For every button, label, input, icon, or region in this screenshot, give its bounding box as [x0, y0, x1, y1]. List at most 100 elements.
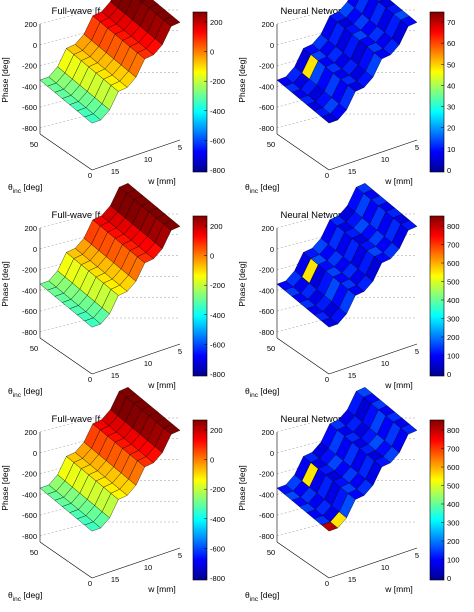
phase-tick-label: -600	[22, 307, 37, 316]
gridline	[276, 234, 330, 250]
phase-tick-label: -800	[259, 328, 274, 337]
phase-tick-label: 200	[24, 224, 37, 233]
colorbar	[429, 11, 445, 173]
w-tick-label: 15	[348, 575, 356, 584]
phase-tick-label: 200	[24, 428, 37, 437]
colorbar-tick-label: 800	[447, 222, 460, 231]
theta-tick-label: 50	[30, 344, 38, 353]
phase-tick-label: -400	[22, 286, 37, 295]
w-tick-label: 15	[348, 371, 356, 380]
panel-fullwave-1: Full-wave [f = 7.8 GHz] 200 0 -200 -400 -600 -…	[0, 183, 225, 399]
colorbar-tick-label: 100	[447, 352, 460, 361]
w-tick-label: 5	[178, 551, 182, 560]
phase-tick-label: -400	[22, 490, 37, 499]
phase-tick-label: -800	[259, 532, 274, 541]
phase-tick-label: -400	[259, 82, 274, 91]
colorbar-tick-label: 0	[447, 166, 451, 175]
gridline	[39, 113, 93, 129]
w-tick-label: 5	[178, 347, 182, 356]
theta-tick-label: 50	[267, 140, 275, 149]
colorbar-tick-label: -400	[210, 515, 225, 524]
colorbar-tick-label: 200	[210, 222, 223, 231]
colorbar-tick-label: 0	[447, 370, 451, 379]
theta-tick-label: 50	[267, 548, 275, 557]
chart-title: Neural Network (and error)	[281, 6, 394, 17]
colorbar-tick-label: 200	[210, 18, 223, 27]
colorbar-tick-label: -600	[210, 136, 225, 145]
gridline	[276, 521, 330, 537]
colorbar-tick-label: 200	[447, 333, 460, 342]
w-axis-label: w [mm]	[384, 584, 412, 594]
phase-tick-label: -400	[259, 286, 274, 295]
w-tick-label: 10	[381, 563, 389, 572]
w-tick-label: 5	[178, 143, 182, 152]
colorbar-tick-label: -200	[210, 77, 225, 86]
w-axis-label: w [mm]	[384, 380, 412, 390]
phase-axis-label: Phase [deg]	[237, 57, 247, 102]
phase-tick-label: -400	[259, 490, 274, 499]
colorbar	[192, 11, 208, 173]
gridline	[39, 9, 93, 25]
gridline	[39, 438, 93, 454]
theta-tick-label: 0	[88, 171, 92, 180]
colorbar-tick-label: 300	[447, 519, 460, 528]
phase-tick-label: -800	[22, 124, 37, 133]
gridline	[276, 30, 330, 46]
colorbar-tick-label: 400	[447, 296, 460, 305]
phase-tick-label: -600	[259, 511, 274, 520]
theta-tick-label: 0	[88, 579, 92, 588]
phase-tick-label: -600	[259, 103, 274, 112]
phase-tick-label: -200	[259, 266, 274, 275]
phase-axis-label: Phase [deg]	[0, 57, 10, 102]
surface-cell	[163, 220, 181, 231]
gridline	[276, 113, 330, 129]
colorbar-tick-label: -800	[210, 166, 225, 175]
colorbar-tick-label: 70	[447, 18, 455, 27]
w-tick-label: 15	[348, 167, 356, 176]
gridline	[39, 234, 93, 250]
phase-tick-label: -800	[22, 532, 37, 541]
phase-tick-label: 200	[261, 224, 274, 233]
chart-title: Neural Network (and error)	[281, 210, 394, 221]
w-tick-label: 10	[144, 359, 152, 368]
phase-tick-label: 0	[33, 449, 37, 458]
gridline	[39, 521, 93, 537]
colorbar-tick-label: -800	[210, 370, 225, 379]
phase-tick-label: 200	[261, 20, 274, 29]
phase-tick-label: -600	[22, 511, 37, 520]
theta-tick-label: 50	[30, 140, 38, 149]
chart-title: Full-wave [f = 7.5 GHz]	[52, 6, 149, 17]
w-axis-line	[91, 139, 181, 171]
theta-axis-line	[276, 337, 330, 375]
gridline	[39, 317, 93, 333]
w-axis-label: w [mm]	[147, 380, 175, 390]
w-axis-line	[91, 547, 181, 579]
theta-axis-label: θinc [deg]	[8, 386, 42, 399]
phase-axis-label: Phase [deg]	[237, 465, 247, 510]
w-axis-line	[328, 139, 418, 171]
colorbar-tick-label: 200	[447, 537, 460, 546]
colorbar-tick-label: 0	[210, 48, 214, 57]
colorbar-tick-label: 500	[447, 278, 460, 287]
theta-tick-label: 0	[325, 375, 329, 384]
phase-tick-label: 0	[33, 41, 37, 50]
phase-tick-label: -200	[22, 470, 37, 479]
surface	[39, 387, 181, 532]
panel-fullwave-0: Full-wave [f = 7.5 GHz] 200 0 -200 -400 -600 -…	[0, 0, 225, 195]
phase-tick-label: 0	[270, 449, 274, 458]
colorbar	[192, 419, 208, 581]
theta-axis-line	[276, 541, 330, 579]
colorbar	[429, 419, 445, 581]
phase-tick-label: 0	[270, 245, 274, 254]
phase-tick-label: -200	[22, 62, 37, 71]
colorbar-tick-label: 700	[447, 241, 460, 250]
colorbar-tick-label: 500	[447, 482, 460, 491]
phase-tick-label: -800	[259, 124, 274, 133]
w-axis-label: w [mm]	[384, 176, 412, 186]
colorbar-tick-label: 0	[210, 252, 214, 261]
phase-tick-label: -600	[22, 103, 37, 112]
surface	[39, 183, 181, 328]
w-tick-label: 10	[144, 155, 152, 164]
theta-axis-label: θinc [deg]	[245, 386, 279, 399]
